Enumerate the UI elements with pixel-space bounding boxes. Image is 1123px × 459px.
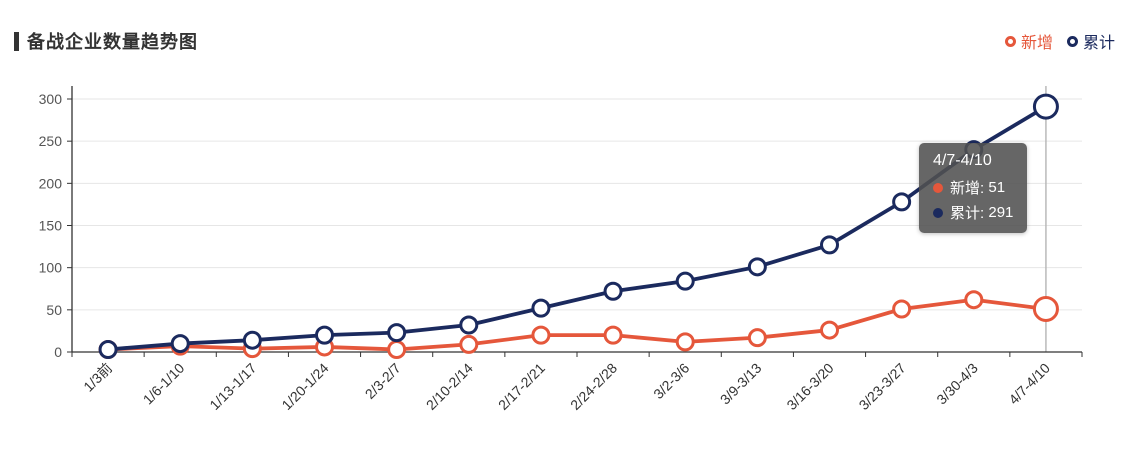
data-point[interactable]: [531, 325, 551, 345]
data-point[interactable]: [531, 298, 551, 318]
data-point[interactable]: [1032, 93, 1059, 120]
y-axis-label: 300: [39, 91, 63, 107]
new-series-ring-icon: [1004, 35, 1016, 47]
data-point[interactable]: [387, 323, 407, 343]
data-point[interactable]: [747, 328, 767, 348]
series-line-累计: [106, 104, 1048, 352]
series-line-新增: [106, 297, 1048, 352]
data-point[interactable]: [675, 332, 695, 352]
x-axis-label: 1/6-1/10: [140, 360, 188, 408]
x-axis-label: 2/3-2/7: [362, 360, 404, 402]
data-point[interactable]: [747, 257, 767, 277]
y-axis-label: 200: [39, 175, 63, 191]
data-point[interactable]: [675, 271, 695, 291]
data-point[interactable]: [1032, 295, 1059, 322]
data-point[interactable]: [964, 140, 984, 160]
x-axis-label: 3/30-4/3: [933, 360, 981, 408]
x-axis-label: 2/10-2/14: [423, 360, 476, 413]
data-point[interactable]: [820, 235, 839, 255]
title-accent-bar: [14, 31, 19, 51]
x-axis-label: 4/7-4/10: [1005, 360, 1053, 408]
legend-label-total: 累计: [1082, 35, 1115, 52]
x-axis-label: 3/2-3/6: [650, 360, 692, 402]
y-axis-label: 250: [39, 133, 63, 149]
data-point[interactable]: [459, 334, 479, 354]
x-axis-label: 2/17-2/21: [495, 360, 548, 413]
data-point[interactable]: [892, 192, 912, 212]
x-axis-label: 2/24-2/28: [567, 360, 620, 413]
chart-header: 备战企业数量趋势图 新增 累计: [14, 28, 1115, 54]
page-title-text: 备战企业数量趋势图: [27, 32, 198, 52]
data-point[interactable]: [170, 334, 190, 354]
legend-label-new: 新增: [1020, 35, 1053, 52]
data-point[interactable]: [98, 339, 118, 359]
total-series-ring-icon: [1066, 35, 1078, 47]
page-title: 备战企业数量趋势图: [14, 28, 198, 54]
legend-item-total[interactable]: 累计: [1066, 29, 1115, 53]
data-point[interactable]: [964, 290, 984, 310]
data-point[interactable]: [820, 320, 839, 340]
x-axis-label: 3/23-3/27: [856, 360, 909, 413]
x-axis-label: 1/3前: [80, 360, 115, 395]
y-axis-label: 150: [39, 218, 63, 234]
x-axis-label: 1/13-1/17: [206, 360, 259, 413]
chart-legend: 新增 累计: [1004, 29, 1115, 53]
data-point[interactable]: [892, 299, 912, 319]
data-point[interactable]: [387, 339, 407, 359]
data-point[interactable]: [603, 325, 623, 345]
data-point[interactable]: [315, 325, 334, 345]
data-point[interactable]: [603, 281, 623, 301]
y-axis-label: 0: [54, 344, 62, 360]
data-point[interactable]: [459, 315, 479, 335]
x-axis-label: 3/9-3/13: [717, 360, 765, 408]
legend-item-new[interactable]: 新增: [1004, 29, 1053, 53]
y-axis-label: 100: [39, 260, 63, 276]
y-axis-label: 50: [46, 302, 62, 318]
x-axis-label: 1/20-1/24: [278, 360, 331, 413]
data-point[interactable]: [242, 330, 262, 350]
x-axis-label: 3/16-3/20: [783, 360, 836, 413]
